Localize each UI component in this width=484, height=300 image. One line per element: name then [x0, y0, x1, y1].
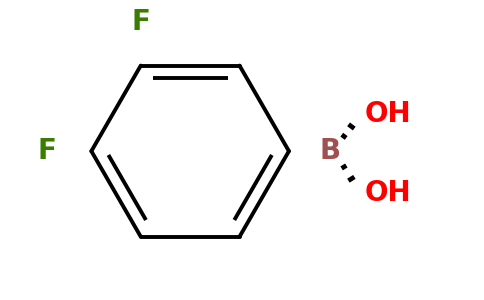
Text: OH: OH [365, 178, 411, 207]
Text: B: B [320, 137, 341, 165]
Text: F: F [131, 8, 150, 36]
Text: OH: OH [365, 100, 411, 128]
Text: F: F [38, 137, 57, 165]
